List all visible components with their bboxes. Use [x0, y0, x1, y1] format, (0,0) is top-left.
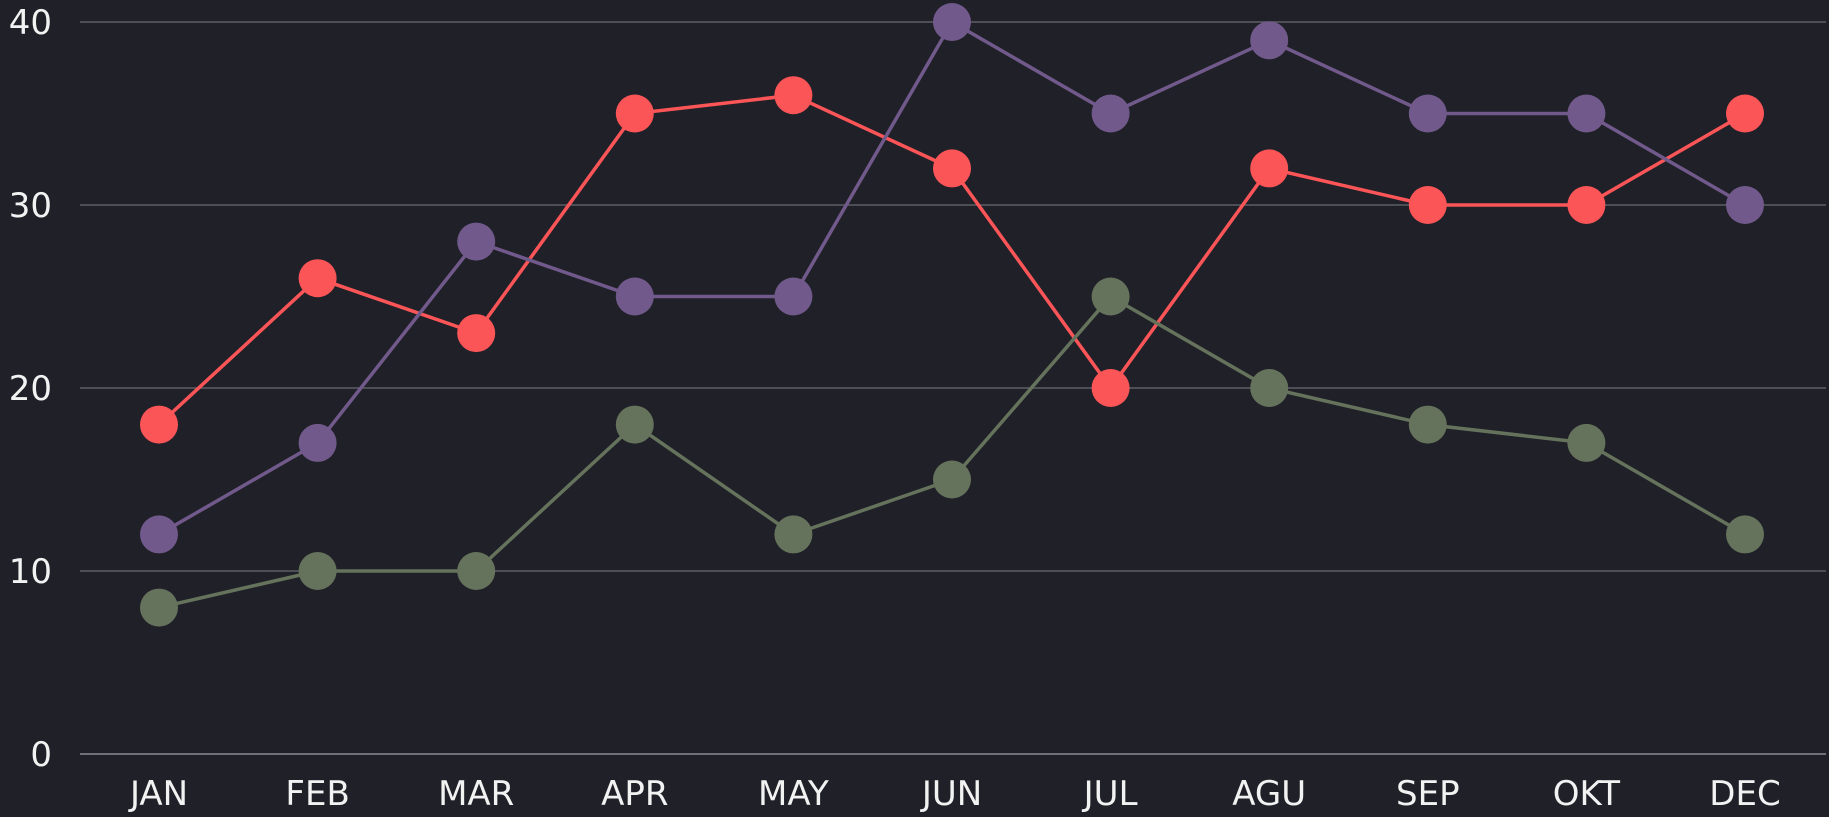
- x-tick-label-jun: JUN: [920, 774, 982, 814]
- x-tick-label-agu: AGU: [1232, 774, 1306, 814]
- y-tick-label-20: 20: [9, 369, 52, 409]
- y-axis-tick-labels: 0 10 20 30 40: [9, 3, 52, 775]
- series-2-point-mar: [457, 222, 496, 261]
- series-1-point-okt: [1567, 186, 1606, 224]
- series-3-point-dec: [1726, 515, 1764, 554]
- series-group: [140, 3, 1764, 627]
- series-1-point-jun: [933, 149, 971, 188]
- series-2-point-jun: [933, 3, 971, 41]
- series-3: [140, 277, 1764, 627]
- series-2-point-jul: [1091, 94, 1130, 133]
- y-tick-label-10: 10: [9, 552, 52, 592]
- series-3-point-may: [774, 515, 813, 554]
- x-tick-label-mar: MAR: [438, 774, 514, 814]
- x-tick-label-may: MAY: [758, 774, 829, 814]
- series-1: [140, 76, 1764, 444]
- series-3-point-sep: [1408, 405, 1447, 444]
- series-2: [140, 3, 1764, 554]
- series-3-point-jan: [140, 588, 178, 627]
- series-3-point-jul: [1091, 277, 1130, 316]
- series-1-point-may: [774, 76, 813, 115]
- x-tick-label-okt: OKT: [1553, 774, 1620, 814]
- series-2-point-feb: [298, 423, 337, 462]
- series-3-point-mar: [457, 552, 496, 590]
- series-2-point-jan: [140, 515, 178, 554]
- series-1-point-mar: [457, 314, 496, 353]
- series-3-point-jun: [933, 460, 971, 499]
- x-tick-label-sep: SEP: [1396, 774, 1460, 814]
- y-tick-label-40: 40: [9, 3, 52, 43]
- series-2-point-agu: [1250, 21, 1289, 60]
- series-2-point-apr: [615, 277, 654, 316]
- series-3-point-okt: [1567, 423, 1606, 462]
- series-1-point-agu: [1250, 149, 1289, 188]
- x-tick-label-feb: FEB: [285, 774, 349, 814]
- series-2-point-okt: [1567, 94, 1606, 133]
- series-1-point-feb: [298, 259, 337, 298]
- x-tick-label-apr: APR: [601, 774, 668, 814]
- series-2-point-dec: [1726, 186, 1764, 224]
- series-1-point-dec: [1726, 94, 1764, 133]
- series-3-point-agu: [1250, 369, 1289, 407]
- series-2-point-may: [774, 277, 813, 316]
- x-tick-label-dec: DEC: [1709, 774, 1780, 814]
- series-1-point-sep: [1408, 186, 1447, 224]
- y-tick-label-30: 30: [9, 186, 52, 226]
- x-tick-label-jul: JUL: [1082, 774, 1138, 814]
- x-axis-tick-labels: JAN FEB MAR APR MAY JUN JUL AGU SEP OKT DEC: [128, 774, 1781, 814]
- series-1-point-apr: [615, 94, 654, 133]
- series-3-point-feb: [298, 552, 337, 590]
- series-3-point-apr: [615, 405, 654, 444]
- series-2-point-sep: [1408, 94, 1447, 133]
- x-tick-label-jan: JAN: [128, 774, 188, 814]
- y-tick-label-0: 0: [30, 735, 52, 775]
- series-1-point-jan: [140, 405, 178, 444]
- series-1-point-jul: [1091, 369, 1130, 407]
